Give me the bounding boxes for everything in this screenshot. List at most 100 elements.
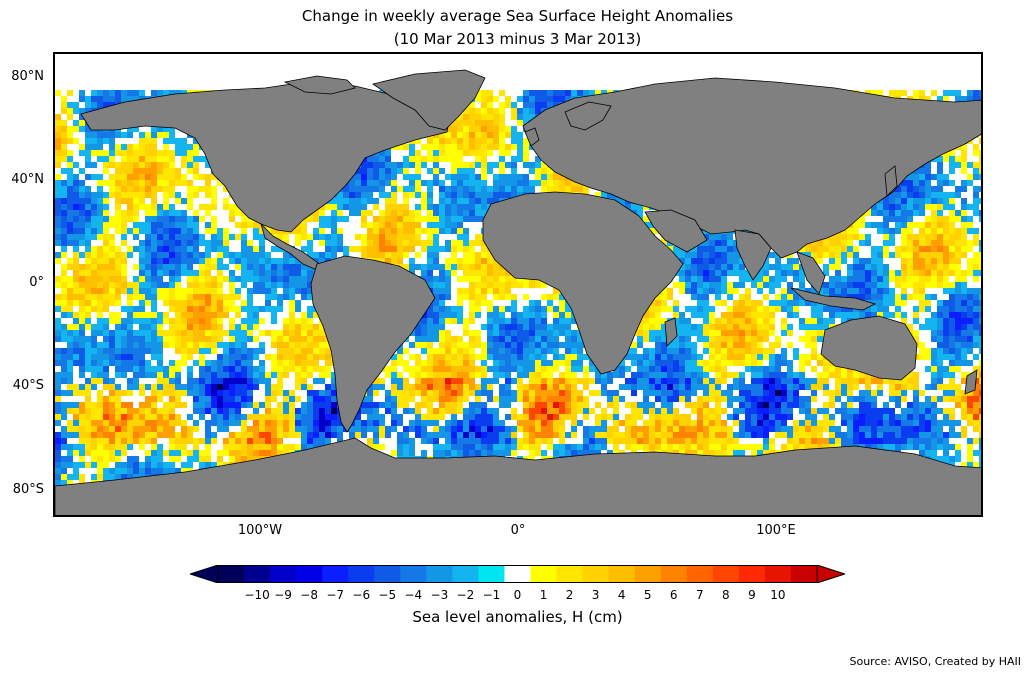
anomaly-cell: [727, 282, 733, 288]
anomaly-cell: [451, 264, 457, 270]
anomaly-cell: [133, 204, 139, 210]
anomaly-cell: [919, 282, 925, 288]
anomaly-cell: [547, 96, 553, 102]
anomaly-cell: [61, 300, 67, 306]
anomaly-cell: [541, 318, 547, 324]
anomaly-cell: [535, 180, 541, 186]
anomaly-cell: [61, 216, 67, 222]
anomaly-cell: [253, 288, 259, 294]
anomaly-cell: [967, 204, 973, 210]
anomaly-cell: [505, 186, 511, 192]
anomaly-cell: [907, 198, 913, 204]
anomaly-cell: [379, 228, 385, 234]
anomaly-cell: [649, 306, 655, 312]
anomaly-cell: [457, 318, 463, 324]
anomaly-cell: [901, 90, 907, 96]
anomaly-cell: [901, 228, 907, 234]
anomaly-cell: [133, 312, 139, 318]
anomaly-cell: [439, 210, 445, 216]
anomaly-cell: [229, 294, 235, 300]
anomaly-cell: [187, 222, 193, 228]
anomaly-cell: [109, 222, 115, 228]
anomaly-cell: [145, 246, 151, 252]
anomaly-cell: [523, 150, 529, 156]
anomaly-cell: [901, 216, 907, 222]
anomaly-cell: [883, 306, 889, 312]
anomaly-cell: [85, 174, 91, 180]
anomaly-cell: [715, 288, 721, 294]
anomaly-cell: [709, 282, 715, 288]
anomaly-cell: [505, 144, 511, 150]
anomaly-cell: [223, 240, 229, 246]
anomaly-cell: [319, 258, 325, 264]
anomaly-cell: [913, 222, 919, 228]
anomaly-cell: [745, 312, 751, 318]
anomaly-cell: [187, 150, 193, 156]
anomaly-cell: [709, 288, 715, 294]
anomaly-cell: [433, 222, 439, 228]
anomaly-cell: [199, 156, 205, 162]
anomaly-cell: [673, 246, 679, 252]
anomaly-cell: [109, 252, 115, 258]
anomaly-cell: [373, 240, 379, 246]
anomaly-cell: [889, 204, 895, 210]
anomaly-cell: [115, 312, 121, 318]
anomaly-cell: [703, 294, 709, 300]
anomaly-cell: [811, 288, 817, 294]
anomaly-cell: [835, 282, 841, 288]
anomaly-cell: [769, 282, 775, 288]
anomaly-cell: [787, 270, 793, 276]
anomaly-cell: [439, 156, 445, 162]
anomaly-cell: [469, 258, 475, 264]
anomaly-cell: [979, 198, 981, 204]
anomaly-cell: [481, 240, 487, 246]
anomaly-cell: [973, 198, 979, 204]
anomaly-cell: [973, 264, 979, 270]
anomaly-cell: [775, 294, 781, 300]
anomaly-cell: [937, 246, 943, 252]
anomaly-cell: [409, 174, 415, 180]
anomaly-cell: [943, 264, 949, 270]
anomaly-cell: [241, 252, 247, 258]
anomaly-cell: [847, 312, 853, 318]
anomaly-cell: [289, 270, 295, 276]
anomaly-cell: [151, 198, 157, 204]
anomaly-cell: [709, 264, 715, 270]
anomaly-cell: [463, 198, 469, 204]
anomaly-cell: [559, 312, 565, 318]
anomaly-cell: [379, 222, 385, 228]
anomaly-cell: [85, 204, 91, 210]
anomaly-cell: [955, 90, 961, 96]
anomaly-cell: [853, 258, 859, 264]
anomaly-cell: [373, 204, 379, 210]
anomaly-cell: [247, 216, 253, 222]
anomaly-cell: [685, 264, 691, 270]
anomaly-cell: [97, 102, 103, 108]
anomaly-cell: [73, 216, 79, 222]
anomaly-cell: [301, 294, 307, 300]
anomaly-cell: [193, 252, 199, 258]
anomaly-cell: [421, 276, 427, 282]
anomaly-cell: [361, 246, 367, 252]
anomaly-cell: [109, 132, 115, 138]
anomaly-cell: [739, 312, 745, 318]
anomaly-cell: [481, 186, 487, 192]
anomaly-cell: [133, 276, 139, 282]
anomaly-cell: [427, 150, 433, 156]
anomaly-cell: [925, 234, 931, 240]
anomaly-cell: [433, 228, 439, 234]
anomaly-cell: [841, 282, 847, 288]
anomaly-cell: [421, 228, 427, 234]
anomaly-cell: [823, 246, 829, 252]
anomaly-cell: [79, 294, 85, 300]
anomaly-cell: [895, 210, 901, 216]
anomaly-cell: [307, 306, 313, 312]
anomaly-cell: [877, 270, 883, 276]
anomaly-cell: [925, 306, 931, 312]
anomaly-cell: [685, 288, 691, 294]
anomaly-cell: [853, 264, 859, 270]
anomaly-cell: [157, 222, 163, 228]
anomaly-cell: [889, 210, 895, 216]
anomaly-cell: [499, 144, 505, 150]
anomaly-cell: [721, 300, 727, 306]
